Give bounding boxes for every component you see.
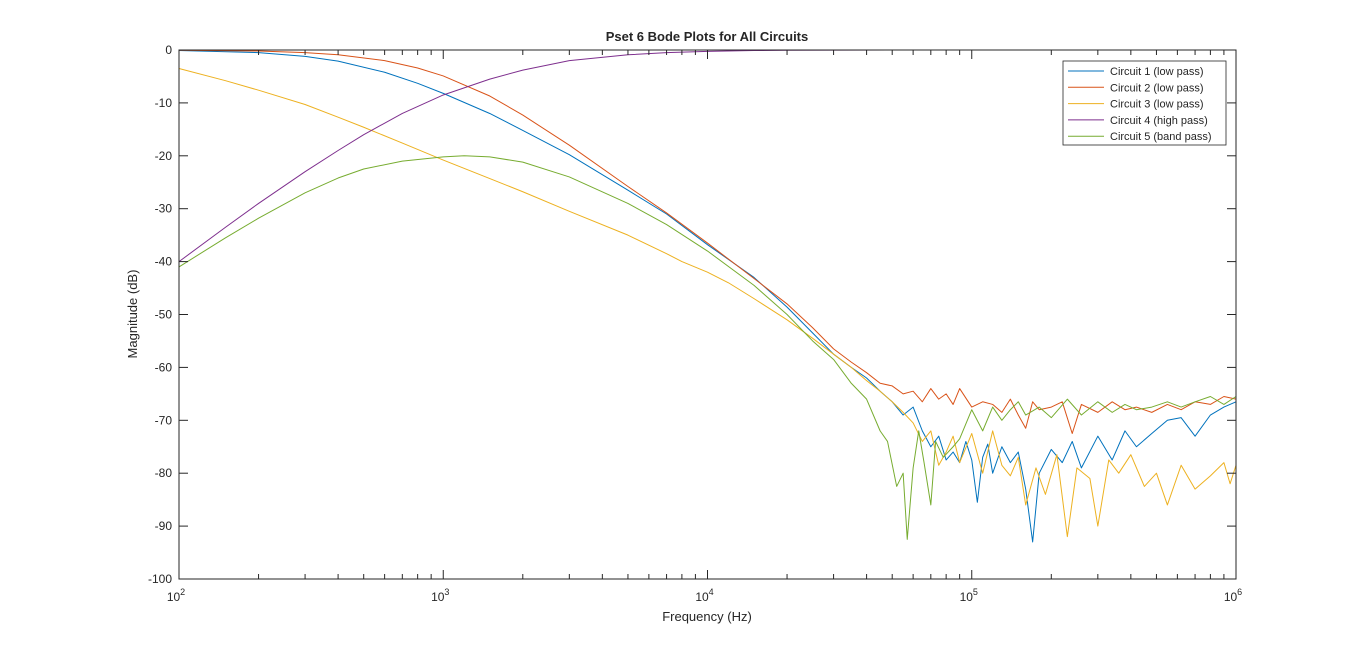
y-tick-label: -80	[155, 466, 173, 480]
y-tick-label: -60	[155, 360, 173, 374]
y-tick-label: -30	[155, 202, 173, 216]
series-line-circuit-2	[178, 49, 1237, 435]
y-tick-label: -70	[155, 413, 173, 427]
x-tick-label: 106	[1224, 587, 1242, 604]
y-tick-label: -50	[155, 308, 173, 322]
x-axis-label: Frequency (Hz)	[662, 609, 752, 624]
x-tick-label: 103	[431, 587, 449, 604]
legend-label-circuit-1: Circuit 1 (low pass)	[1110, 66, 1204, 78]
tick-layer: 102 103 104 105 106 0 -10 -20 -30 -40 -50 -60 -70 -80…	[148, 43, 1242, 604]
legend-label-circuit-5: Circuit 5 (band pass)	[1110, 131, 1212, 143]
axes-box	[178, 49, 1237, 580]
series-line-circuit-5	[178, 155, 1237, 540]
y-tick-label: -10	[155, 96, 173, 110]
y-tick-label: 0	[165, 43, 172, 57]
legend-label-circuit-3: Circuit 3 (low pass)	[1110, 99, 1204, 111]
legend-label-circuit-4: Circuit 4 (high pass)	[1110, 115, 1208, 127]
y-tick-label: -100	[148, 572, 172, 586]
y-tick-label: -20	[155, 149, 173, 163]
y-tick-label: -90	[155, 519, 173, 533]
series-line-circuit-3	[178, 68, 1237, 538]
x-tick-label: 104	[695, 587, 713, 604]
legend: Circuit 1 (low pass) Circuit 2 (low pass)…	[1062, 60, 1227, 146]
y-axis-label: Magnitude (dB)	[125, 270, 140, 359]
series-layer	[178, 49, 1237, 543]
legend-label-circuit-2: Circuit 2 (low pass)	[1110, 82, 1204, 94]
legend-box	[1062, 60, 1227, 146]
series-line-circuit-1	[178, 50, 1237, 543]
plot-background	[179, 50, 1236, 579]
y-tick-label: -40	[155, 255, 173, 269]
x-tick-label: 105	[960, 587, 978, 604]
x-tick-label: 102	[167, 587, 185, 604]
chart-title: Pset 6 Bode Plots for All Circuits	[606, 29, 809, 44]
